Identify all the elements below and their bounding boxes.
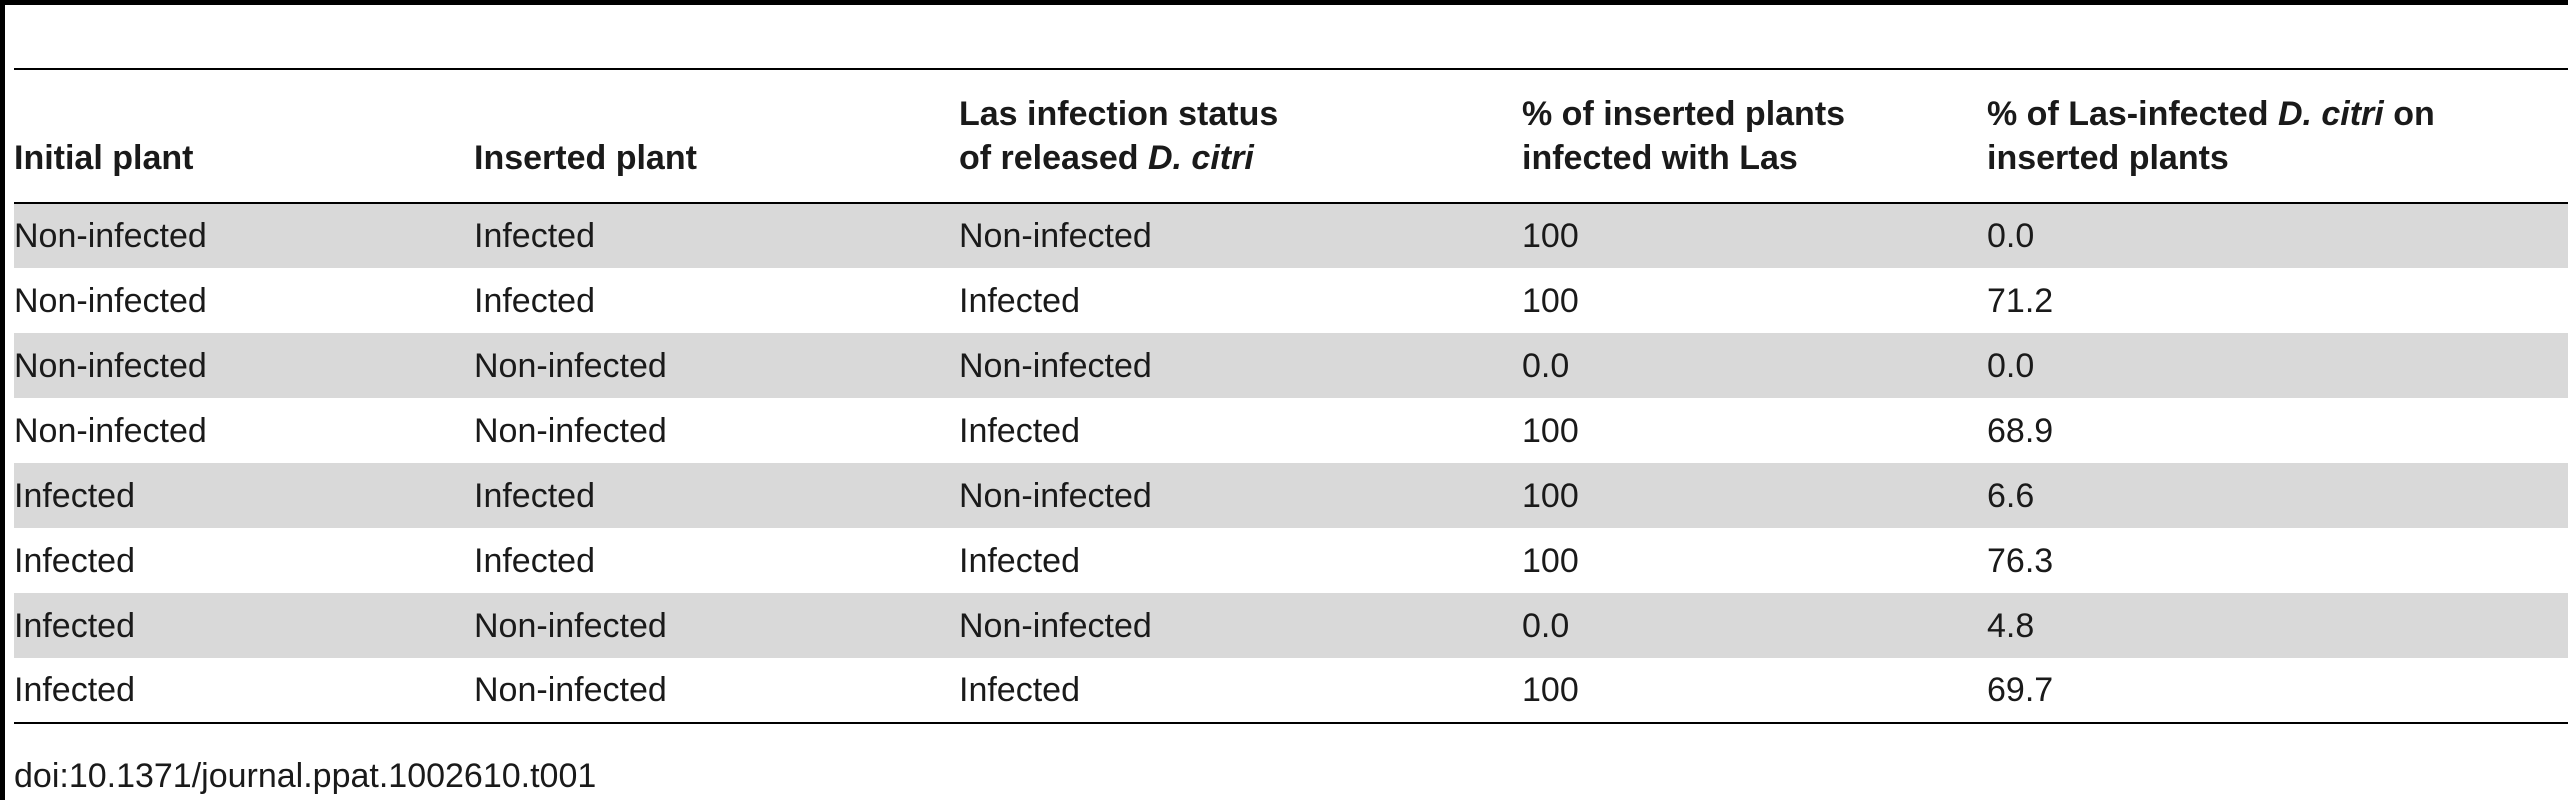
table-cell: Non-infected (959, 593, 1522, 658)
table-cell: 0.0 (1987, 333, 2568, 398)
table-cell: Infected (14, 541, 135, 580)
table-row: Non-infected Non-infected Non-infected 0.0 0… (14, 333, 2568, 398)
table-cell: Non-infected (14, 203, 474, 268)
table-cell: 0.0 (1522, 593, 1987, 658)
column-header-5: % of Las-infected D. citri on inserted pl… (1987, 68, 2568, 204)
table-cell: Infected (474, 281, 595, 320)
table-cell: Infected (959, 541, 1080, 580)
column-header-3: Las infection status of released D. citri (959, 68, 1522, 204)
table-cell: Infected (959, 411, 1080, 450)
column-header-text: Inserted plant (474, 139, 697, 177)
table-cell: 6.6 (1987, 463, 2568, 528)
table-cell: Infected (14, 658, 474, 724)
table-cell: Non-infected (959, 463, 1522, 528)
table-cell: 76.3 (1987, 541, 2054, 580)
table-cell: 69.7 (1987, 658, 2568, 724)
table-cell: Infected (959, 281, 1080, 320)
top-border-rule (0, 0, 2568, 5)
column-header-text: % of Las-infected (1987, 95, 2278, 133)
table-cell: Non-infected (14, 333, 474, 398)
column-header-1: Initial plant (14, 68, 474, 204)
data-table: Initial plant Inserted plant Las infection… (14, 68, 2568, 724)
table-cell: Non-infected (959, 203, 1522, 268)
table-cell: Non-infected (474, 333, 959, 398)
table-cell: Non-infected (474, 411, 667, 450)
table-row: Infected Infected Infected 100 76.3 (14, 528, 2568, 593)
column-header-text: D. citri (2277, 95, 2384, 133)
table-cell: 100 (1522, 411, 1579, 450)
column-header-line: Las infection status (959, 92, 1522, 136)
table-cell: Non-infected (474, 658, 959, 724)
table-row: Non-infected Non-infected Infected 100 68.9 (14, 398, 2568, 463)
column-header-line: inserted plants (1987, 136, 2568, 180)
table-cell: Infected (14, 593, 474, 658)
column-header-line: % of Las-infected D. citri on (1987, 92, 2568, 136)
table-cell: Non-infected (14, 281, 207, 320)
table-cell: 100 (1522, 541, 1579, 580)
table-cell: 71.2 (1987, 281, 2054, 320)
table-cell: Non-infected (14, 411, 207, 450)
column-header-text: of released (959, 139, 1148, 177)
table-cell: 4.8 (1987, 593, 2568, 658)
table-cell: Infected (474, 541, 595, 580)
left-border-rule (0, 0, 5, 800)
table-cell: Infected (474, 463, 959, 528)
doi-caption: doi:10.1371/journal.ppat.1002610.t001 (14, 757, 597, 795)
table-cell: 0.0 (1522, 333, 1987, 398)
table-cell: 0.0 (1987, 203, 2568, 268)
column-header-text: Las infection status (959, 95, 1279, 133)
table-cell: Infected (959, 658, 1522, 724)
column-header-line: of released D. citri (959, 136, 1522, 180)
table-header: Initial plant Inserted plant Las infection… (14, 68, 2568, 204)
column-header-line: % of inserted plants (1522, 92, 1987, 136)
table-cell: 100 (1522, 463, 1987, 528)
table-row: Infected Non-infected Non-infected 0.0 4.8 (14, 593, 2568, 658)
column-header-4: % of inserted plants infected with Las (1522, 68, 1987, 204)
column-header-text: infected with Las (1522, 139, 1798, 177)
table-cell: Infected (14, 463, 474, 528)
column-header-text: D. citri (1147, 139, 1254, 177)
table-row: Non-infected Infected Non-infected 100 0.0 (14, 203, 2568, 268)
table-cell: Non-infected (959, 333, 1522, 398)
column-header-text: Initial plant (14, 139, 194, 177)
table-row: Infected Infected Non-infected 100 6.6 (14, 463, 2568, 528)
column-header-text: inserted plants (1987, 139, 2229, 177)
header-row: Initial plant Inserted plant Las infection… (14, 68, 2568, 204)
table-cell: Infected (474, 203, 959, 268)
table-cell: Non-infected (474, 593, 959, 658)
table-cell: 100 (1522, 658, 1987, 724)
table-row: Non-infected Infected Infected 100 71.2 (14, 268, 2568, 333)
table-row: Infected Non-infected Infected 100 69.7 (14, 658, 2568, 724)
table-cell: 100 (1522, 281, 1579, 320)
column-header-text: % of inserted plants (1522, 95, 1846, 133)
column-header-text: on (2383, 95, 2435, 133)
column-header-2: Inserted plant (474, 68, 959, 204)
column-header-line: Initial plant (14, 136, 474, 180)
column-header-line: infected with Las (1522, 136, 1987, 180)
table-body: Non-infected Infected Non-infected 100 0.0 No… (14, 203, 2568, 724)
table-container: Initial plant Inserted plant Las infection… (14, 68, 2568, 724)
table-cell: 68.9 (1987, 411, 2054, 450)
column-header-line: Inserted plant (474, 136, 959, 180)
table-cell: 100 (1522, 203, 1987, 268)
